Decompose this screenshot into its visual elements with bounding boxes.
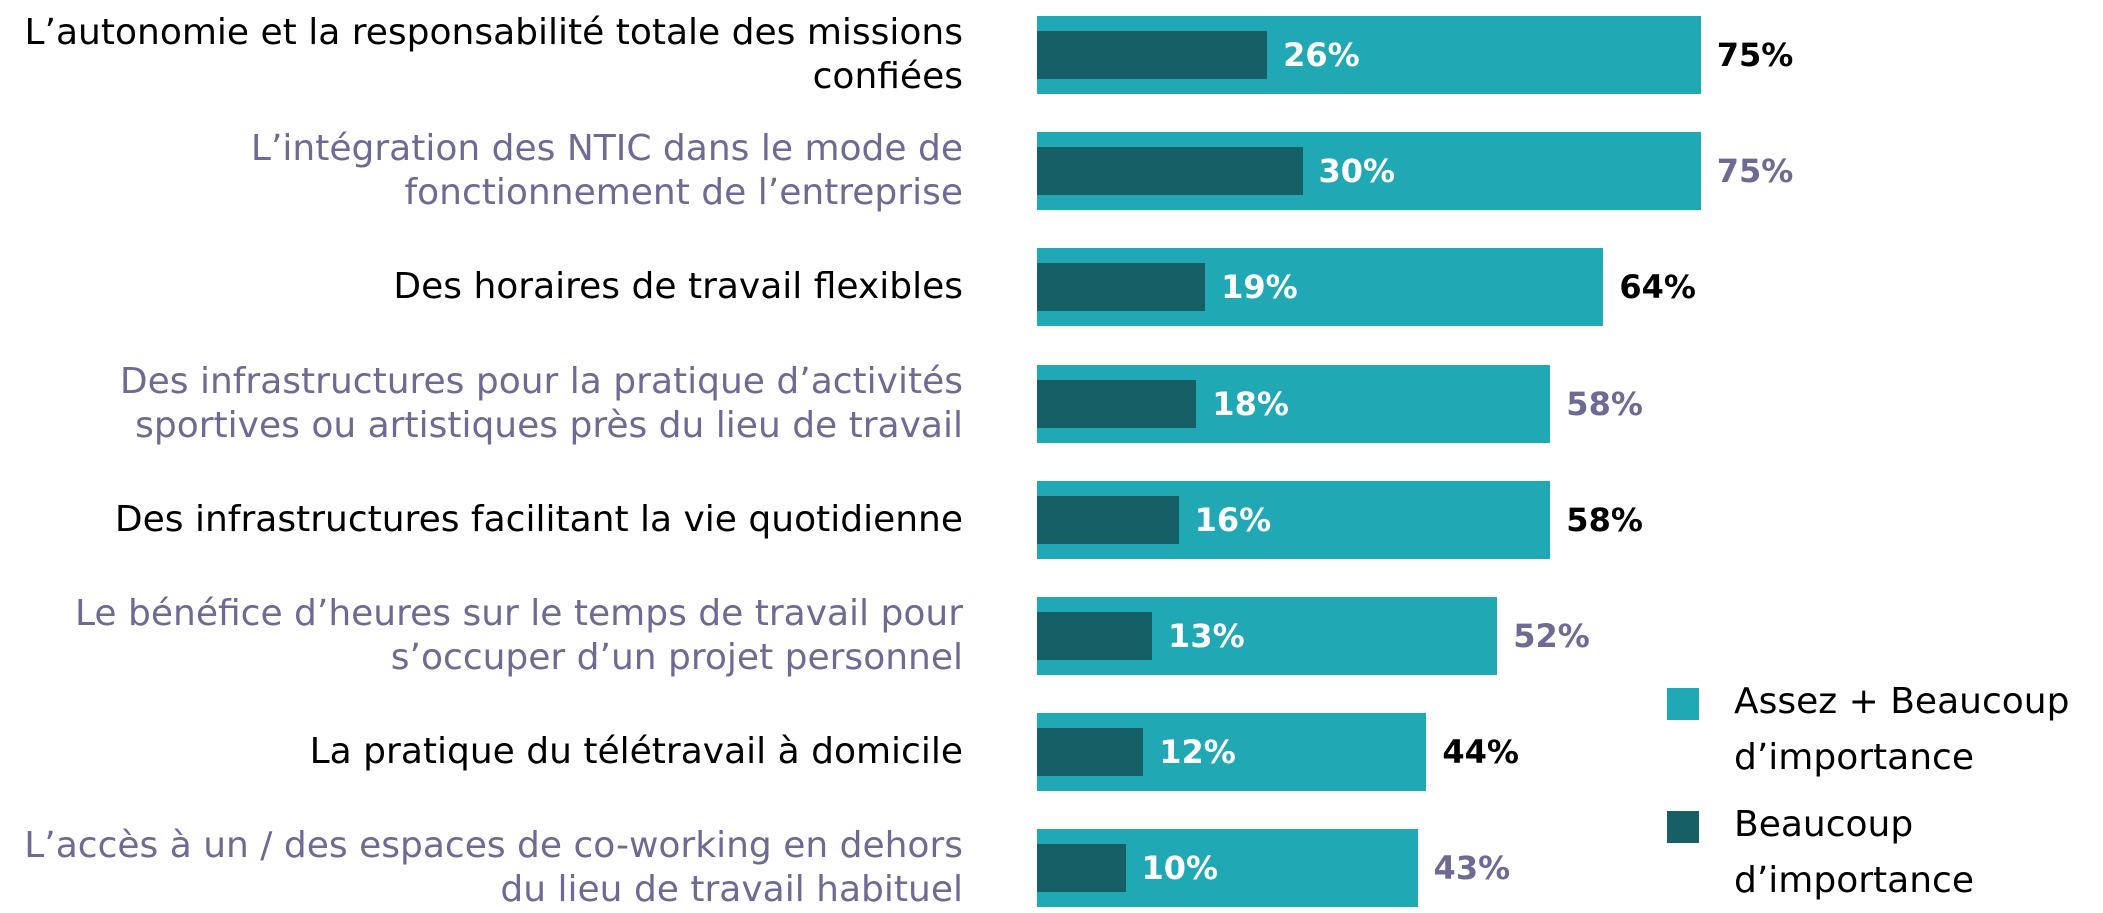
bar bbox=[1037, 495, 1179, 544]
value-label: 58% bbox=[1566, 500, 1643, 539]
category-label: Le bénéfice d’heures sur le temps de tra… bbox=[75, 593, 963, 678]
legend-label: Beaucoup d’importance bbox=[1734, 804, 1974, 901]
value-label: 75% bbox=[1716, 152, 1794, 191]
legend-swatch bbox=[1667, 688, 1699, 720]
category-label: L’autonomie et la responsabilité totale … bbox=[24, 12, 963, 97]
value-label: 10% bbox=[1141, 849, 1219, 888]
bar bbox=[1037, 147, 1303, 196]
bar bbox=[1037, 263, 1206, 312]
value-label: 16% bbox=[1194, 500, 1272, 539]
category-label: Des infrastructures pour la pratique d’a… bbox=[119, 360, 963, 446]
category-label: L’intégration des NTIC dans le mode de f… bbox=[250, 128, 963, 214]
value-label: 19% bbox=[1221, 268, 1298, 307]
value-label: 58% bbox=[1566, 384, 1643, 423]
bar bbox=[1037, 844, 1126, 893]
value-label: 75% bbox=[1716, 36, 1794, 74]
legend-label: Assez + Beaucoup d’importance bbox=[1734, 681, 2070, 778]
value-label: 13% bbox=[1168, 617, 1245, 655]
bar bbox=[1037, 31, 1268, 79]
value-label: 26% bbox=[1283, 36, 1360, 74]
value-label: 52% bbox=[1513, 617, 1590, 655]
value-label: 30% bbox=[1318, 152, 1396, 191]
category-label: L’accès à un / des espaces de co-working… bbox=[24, 825, 963, 911]
category-label: Des infrastructures facilitant la vie qu… bbox=[114, 498, 963, 540]
value-label: 44% bbox=[1442, 733, 1519, 772]
bar bbox=[1037, 379, 1197, 428]
legend-swatch bbox=[1667, 811, 1699, 843]
value-label: 12% bbox=[1159, 733, 1236, 772]
category-label: Des horaires de travail flexibles bbox=[393, 266, 963, 308]
bar bbox=[1037, 612, 1153, 660]
bar bbox=[1037, 728, 1144, 777]
value-label: 43% bbox=[1433, 849, 1511, 888]
value-label: 64% bbox=[1619, 268, 1696, 307]
category-label: La pratique du télétravail à domicile bbox=[309, 731, 963, 773]
value-label: 18% bbox=[1212, 384, 1289, 423]
